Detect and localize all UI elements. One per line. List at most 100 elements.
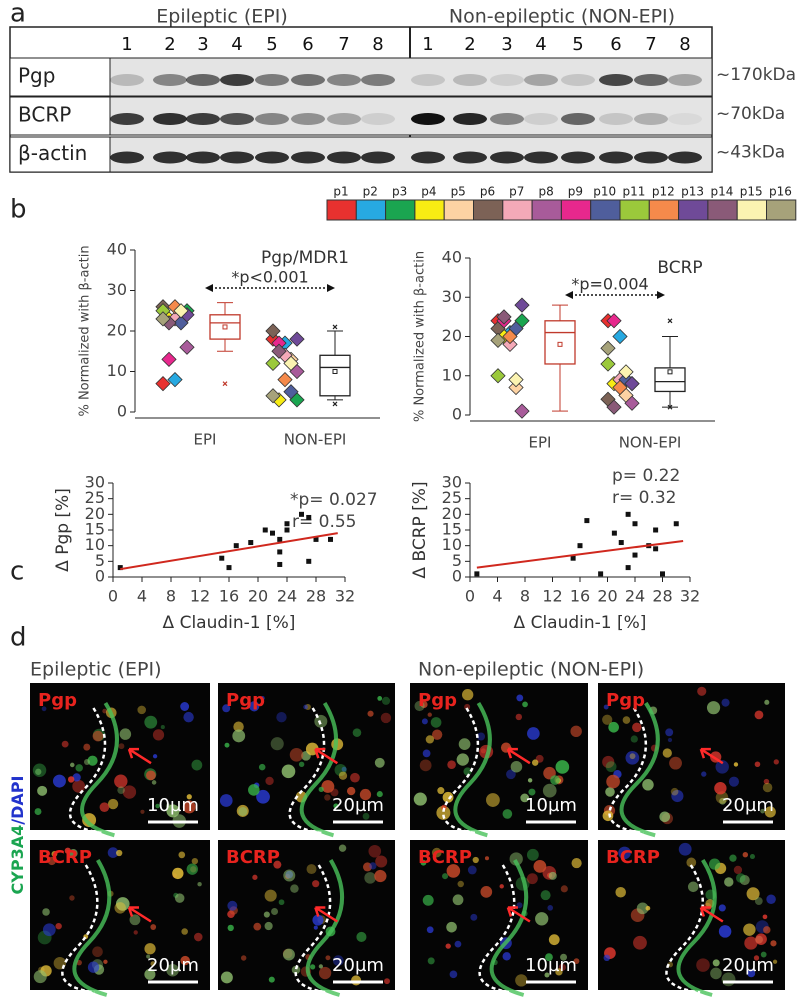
blot-band: [361, 74, 395, 86]
cell: [107, 847, 119, 858]
cell: [718, 925, 732, 938]
annotation: *p=0.004: [571, 275, 648, 294]
cell: [687, 881, 699, 893]
cell: [760, 951, 767, 958]
legend-label: p4: [421, 185, 436, 199]
cell: [766, 894, 776, 904]
cell: [625, 750, 640, 765]
blot-band: [327, 74, 361, 86]
cell: [137, 705, 146, 715]
cell: [312, 880, 320, 888]
cell: [446, 864, 461, 878]
cell: [431, 729, 443, 740]
x-tick-label: 16: [219, 587, 239, 606]
data-point: [277, 536, 283, 542]
y-tick-label: 30: [442, 287, 462, 306]
lane-number: 1: [121, 34, 132, 55]
cell: [714, 782, 727, 795]
cell: [41, 706, 47, 712]
cell: [452, 894, 464, 906]
cell: [527, 778, 533, 783]
y-tick-label: 40: [442, 248, 462, 267]
cell: [542, 783, 557, 798]
cell: [181, 928, 188, 935]
data-point: [606, 399, 622, 415]
cell: [763, 778, 770, 785]
cell: [540, 890, 551, 901]
legend-swatch: [736, 199, 768, 221]
cell: [249, 701, 260, 712]
blot-band: [668, 151, 702, 164]
arrow: [506, 906, 531, 923]
cell: [715, 760, 729, 774]
x-tick-label: 24: [625, 587, 645, 606]
cell: [754, 761, 761, 768]
cell: [710, 967, 722, 980]
row-label: BCRP: [18, 103, 71, 127]
cell: [72, 779, 86, 793]
lane-number: 7: [645, 34, 656, 55]
blot-band: [561, 151, 595, 164]
cell: [278, 899, 285, 906]
cell: [313, 925, 318, 930]
cell: [426, 926, 434, 934]
cell: [715, 791, 729, 804]
data-point: [600, 356, 616, 372]
cell: [133, 930, 138, 935]
cell: [338, 771, 348, 780]
data-point: [179, 339, 195, 355]
cell: [499, 884, 504, 889]
cell: [645, 905, 651, 911]
cell: [669, 756, 682, 770]
cell: [622, 716, 631, 724]
data-point: [271, 343, 287, 359]
cell: [129, 914, 141, 926]
box: [319, 354, 351, 397]
cell: [770, 940, 777, 947]
row-label: Pgp: [18, 64, 55, 88]
cell: [633, 935, 647, 950]
blot-band: [291, 151, 325, 164]
cell: [166, 804, 180, 818]
cell: [151, 780, 157, 785]
cell: [193, 932, 203, 942]
y-tick-label: 20: [442, 326, 462, 345]
cell: [61, 740, 69, 748]
cell: [515, 974, 528, 987]
panel-label: d: [10, 623, 27, 653]
lane-number: 4: [231, 34, 242, 55]
cell: [260, 695, 265, 701]
row-label-box: [9, 57, 111, 97]
cell: [531, 759, 539, 766]
cell: [671, 789, 684, 803]
blot-band: [599, 74, 633, 86]
cell: [718, 904, 726, 912]
cell: [150, 924, 157, 930]
cell: [772, 959, 778, 964]
cell: [191, 858, 199, 865]
cell: [186, 794, 192, 800]
cell: [436, 805, 451, 820]
y-axis-label: % Normalized with β-actin: [413, 251, 428, 422]
data-point: [570, 555, 576, 561]
blot-band: [255, 151, 289, 164]
data-point: [161, 351, 177, 367]
x-tick-label: NON-EPI: [284, 431, 347, 449]
arrow: [699, 906, 724, 923]
x-tick-label: NON-EPI: [619, 434, 682, 452]
cell: [602, 714, 613, 725]
cell: [719, 797, 727, 805]
cell: [150, 961, 156, 967]
cell: [42, 923, 56, 937]
group-header: Epileptic (EPI): [156, 6, 287, 28]
cell: [119, 728, 132, 740]
y-tick-label: 5: [452, 551, 462, 570]
size-label: ~70kDa: [716, 104, 785, 124]
blot-band: [110, 74, 144, 86]
blot-band: [186, 74, 220, 86]
cell: [314, 714, 328, 728]
blot-band: [634, 151, 668, 164]
x-tick-label: 24: [277, 587, 297, 606]
lane-number: 8: [372, 34, 383, 55]
cell: [606, 774, 620, 789]
